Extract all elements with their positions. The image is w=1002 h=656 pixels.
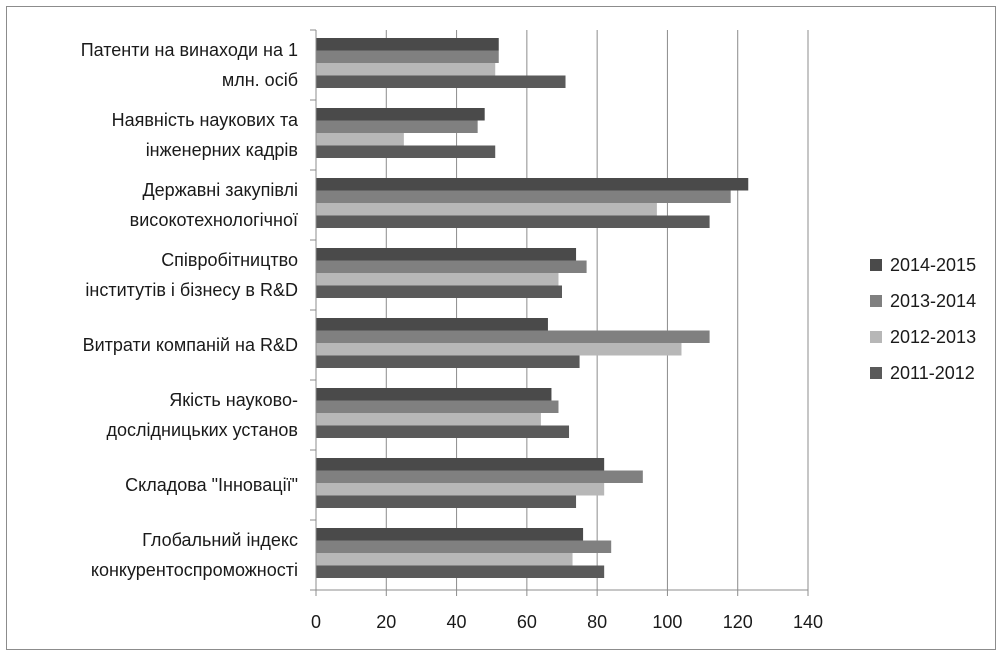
legend-label: 2011-2012 xyxy=(890,363,975,383)
bar xyxy=(316,400,559,413)
bar xyxy=(316,50,499,63)
category-label: млн. осіб xyxy=(222,70,298,90)
bar xyxy=(316,75,566,88)
category-label: високотехнологічної xyxy=(130,210,298,230)
category-label: Глобальний індекс xyxy=(142,530,298,550)
bar xyxy=(316,343,682,356)
category-label: інститутів і бізнесу в R&D xyxy=(85,280,298,300)
category-label: конкурентоспроможності xyxy=(91,560,298,580)
bar xyxy=(316,108,485,121)
bar xyxy=(316,495,577,508)
x-tick-label: 20 xyxy=(376,612,396,632)
bar xyxy=(316,285,562,298)
bar xyxy=(316,260,587,273)
x-tick-label: 120 xyxy=(723,612,753,632)
category-labels: Патенти на винаходи на 1 млн. осіб Наявніс… xyxy=(81,40,299,580)
bar xyxy=(316,203,657,216)
x-tick-label: 60 xyxy=(517,612,537,632)
legend-swatch xyxy=(870,367,882,379)
bar xyxy=(316,458,605,471)
category-label: Складова "Інновації" xyxy=(125,475,298,495)
bar xyxy=(316,190,731,203)
category-label: інженерних кадрів xyxy=(146,140,298,160)
x-tick-label: 40 xyxy=(447,612,467,632)
legend-swatch xyxy=(870,295,882,307)
bar xyxy=(316,38,499,51)
bars xyxy=(316,38,749,578)
category-label: Співробітництво xyxy=(161,250,298,270)
x-tick-label: 80 xyxy=(587,612,607,632)
legend-label: 2013-2014 xyxy=(890,291,976,311)
bar xyxy=(316,540,612,553)
category-label: Якість науково- xyxy=(169,390,298,410)
legend-label: 2012-2013 xyxy=(890,327,976,347)
category-label: Наявність наукових та xyxy=(112,110,299,130)
bar xyxy=(316,248,577,261)
bar xyxy=(316,388,552,401)
bar xyxy=(316,330,710,343)
bar xyxy=(316,120,478,133)
bar xyxy=(316,178,749,191)
bar xyxy=(316,318,548,331)
x-tick-labels: 0 20 40 60 80 100 120 140 xyxy=(311,612,823,632)
bar xyxy=(316,133,404,146)
bar xyxy=(316,273,559,286)
legend-label: 2014-2015 xyxy=(890,255,976,275)
category-label: Патенти на винаходи на 1 xyxy=(81,40,298,60)
bar xyxy=(316,528,584,541)
category-label: дослідницьких установ xyxy=(107,420,299,440)
bar xyxy=(316,413,541,426)
x-tick-label: 140 xyxy=(793,612,823,632)
bar xyxy=(316,565,605,578)
bar xyxy=(316,355,580,368)
legend-swatch xyxy=(870,331,882,343)
category-label: Витрати компаній на R&D xyxy=(83,335,298,355)
bar xyxy=(316,470,643,483)
x-tick-label: 100 xyxy=(652,612,682,632)
legend-swatch xyxy=(870,259,882,271)
bar xyxy=(316,553,573,566)
bar xyxy=(316,483,605,496)
x-tick-label: 0 xyxy=(311,612,321,632)
bar xyxy=(316,145,496,158)
bar xyxy=(316,63,496,76)
bar xyxy=(316,215,710,228)
legend: 2014-2015 2013-2014 2012-2013 2011-2012 xyxy=(870,255,976,383)
category-label: Державні закупівлі xyxy=(142,180,298,200)
bar xyxy=(316,425,570,438)
